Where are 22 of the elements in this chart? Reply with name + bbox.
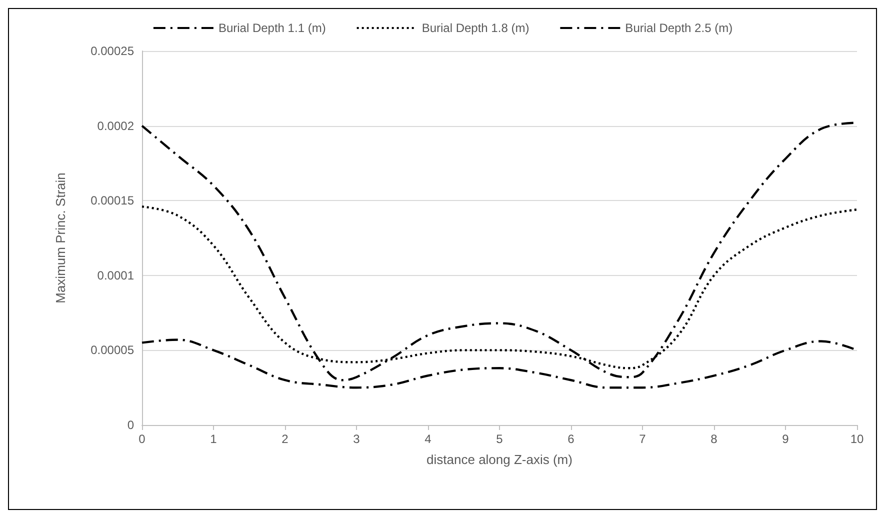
x-tick-label: 9: [782, 432, 790, 446]
y-tick-label: 0: [127, 418, 134, 432]
x-tick-label: 6: [568, 432, 575, 446]
y-tick-label: 0.00025: [90, 44, 134, 58]
y-tick-label: 0.00015: [90, 194, 134, 208]
x-tick-label: 2: [282, 432, 289, 446]
x-tick-label: 8: [710, 432, 718, 446]
x-tick-label: 10: [850, 432, 864, 446]
x-tick-label: 0: [138, 432, 146, 446]
x-tick-label: 7: [639, 432, 646, 446]
y-axis-title: Maximum Princ. Strain: [53, 172, 68, 304]
legend-label: Burial Depth 2.5 (m): [625, 21, 733, 35]
legend-label: Burial Depth 1.1 (m): [218, 21, 326, 35]
x-tick-label: 4: [424, 432, 432, 446]
y-tick-label: 0.00005: [90, 343, 134, 358]
x-tick-label: 5: [496, 432, 504, 446]
y-tick-label: 0.0001: [97, 268, 134, 282]
x-tick-label: 3: [353, 432, 360, 446]
x-axis-title: distance along Z-axis (m): [426, 452, 572, 467]
y-tick-label: 0.0002: [97, 118, 134, 133]
x-tick-label: 1: [210, 432, 218, 446]
legend-label: Burial Depth 1.8 (m): [422, 21, 530, 35]
